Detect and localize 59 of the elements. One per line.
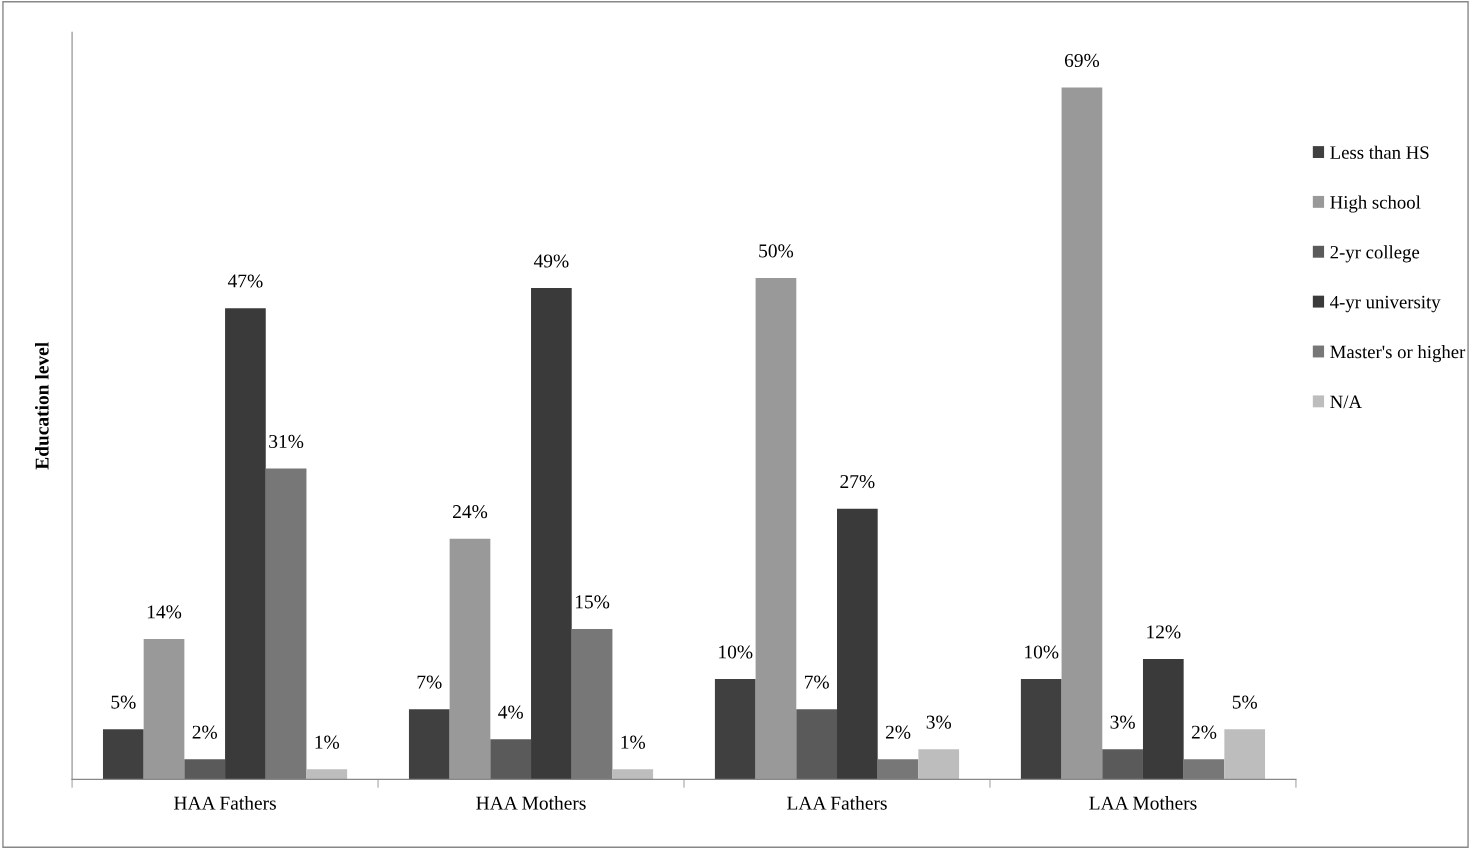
y-axis-title: Education level [35, 342, 49, 470]
data-label: 1% [621, 735, 646, 749]
bar [1224, 729, 1266, 780]
data-label: 5% [111, 695, 136, 709]
bar [449, 538, 491, 780]
data-label: 15% [575, 595, 610, 609]
data-label: 4% [498, 705, 523, 719]
bar [755, 278, 797, 780]
data-label: 2% [1191, 725, 1217, 739]
x-tick-label: HAA Mothers [476, 796, 586, 810]
bar [837, 508, 878, 780]
bar [796, 709, 837, 780]
bar [184, 759, 226, 780]
data-label: 5% [1232, 695, 1257, 709]
legend-label: 4-yr university [1330, 295, 1441, 313]
bar [1183, 759, 1225, 780]
legend-label: N/A [1330, 395, 1362, 409]
bar [1020, 679, 1062, 780]
bar [1142, 659, 1184, 780]
data-label: 3% [1110, 715, 1135, 729]
bar [490, 739, 532, 780]
data-label: 7% [417, 675, 442, 689]
x-tick-label: LAA Fathers [787, 796, 887, 810]
bar [918, 749, 960, 780]
bar [143, 639, 185, 780]
legend-label: Master's or higher [1330, 345, 1466, 363]
bar [1102, 749, 1143, 780]
data-label: 10% [1025, 645, 1059, 659]
legend-label: 2-yr college [1330, 245, 1420, 263]
data-label: 69% [1064, 53, 1100, 68]
bar [1061, 87, 1103, 780]
bar [306, 769, 348, 780]
bar [571, 629, 613, 780]
data-label: 2% [192, 725, 218, 739]
data-label: 7% [804, 675, 829, 689]
data-label: 47% [227, 274, 263, 288]
bar [225, 308, 266, 780]
data-label: 2% [885, 725, 911, 739]
bar [408, 709, 450, 780]
data-label: 50% [759, 244, 794, 258]
x-tick-label: LAA Mothers [1089, 796, 1197, 810]
data-label: 12% [1147, 625, 1181, 639]
bar [531, 288, 572, 780]
data-label: 3% [926, 715, 952, 729]
data-label: 10% [719, 645, 753, 659]
bar [102, 729, 144, 780]
bar [612, 769, 654, 780]
legend-label: High school [1330, 195, 1421, 213]
bar [877, 759, 919, 780]
data-label: 49% [533, 254, 569, 268]
legend-label: Less than HS [1330, 145, 1429, 159]
bar [265, 468, 307, 780]
data-label: 24% [453, 505, 488, 519]
data-label: 14% [147, 605, 182, 619]
data-label: 31% [269, 434, 304, 449]
data-label: 1% [315, 735, 340, 749]
bar [714, 679, 756, 780]
x-tick-label: HAA Fathers [174, 796, 276, 810]
data-label: 27% [840, 474, 875, 489]
